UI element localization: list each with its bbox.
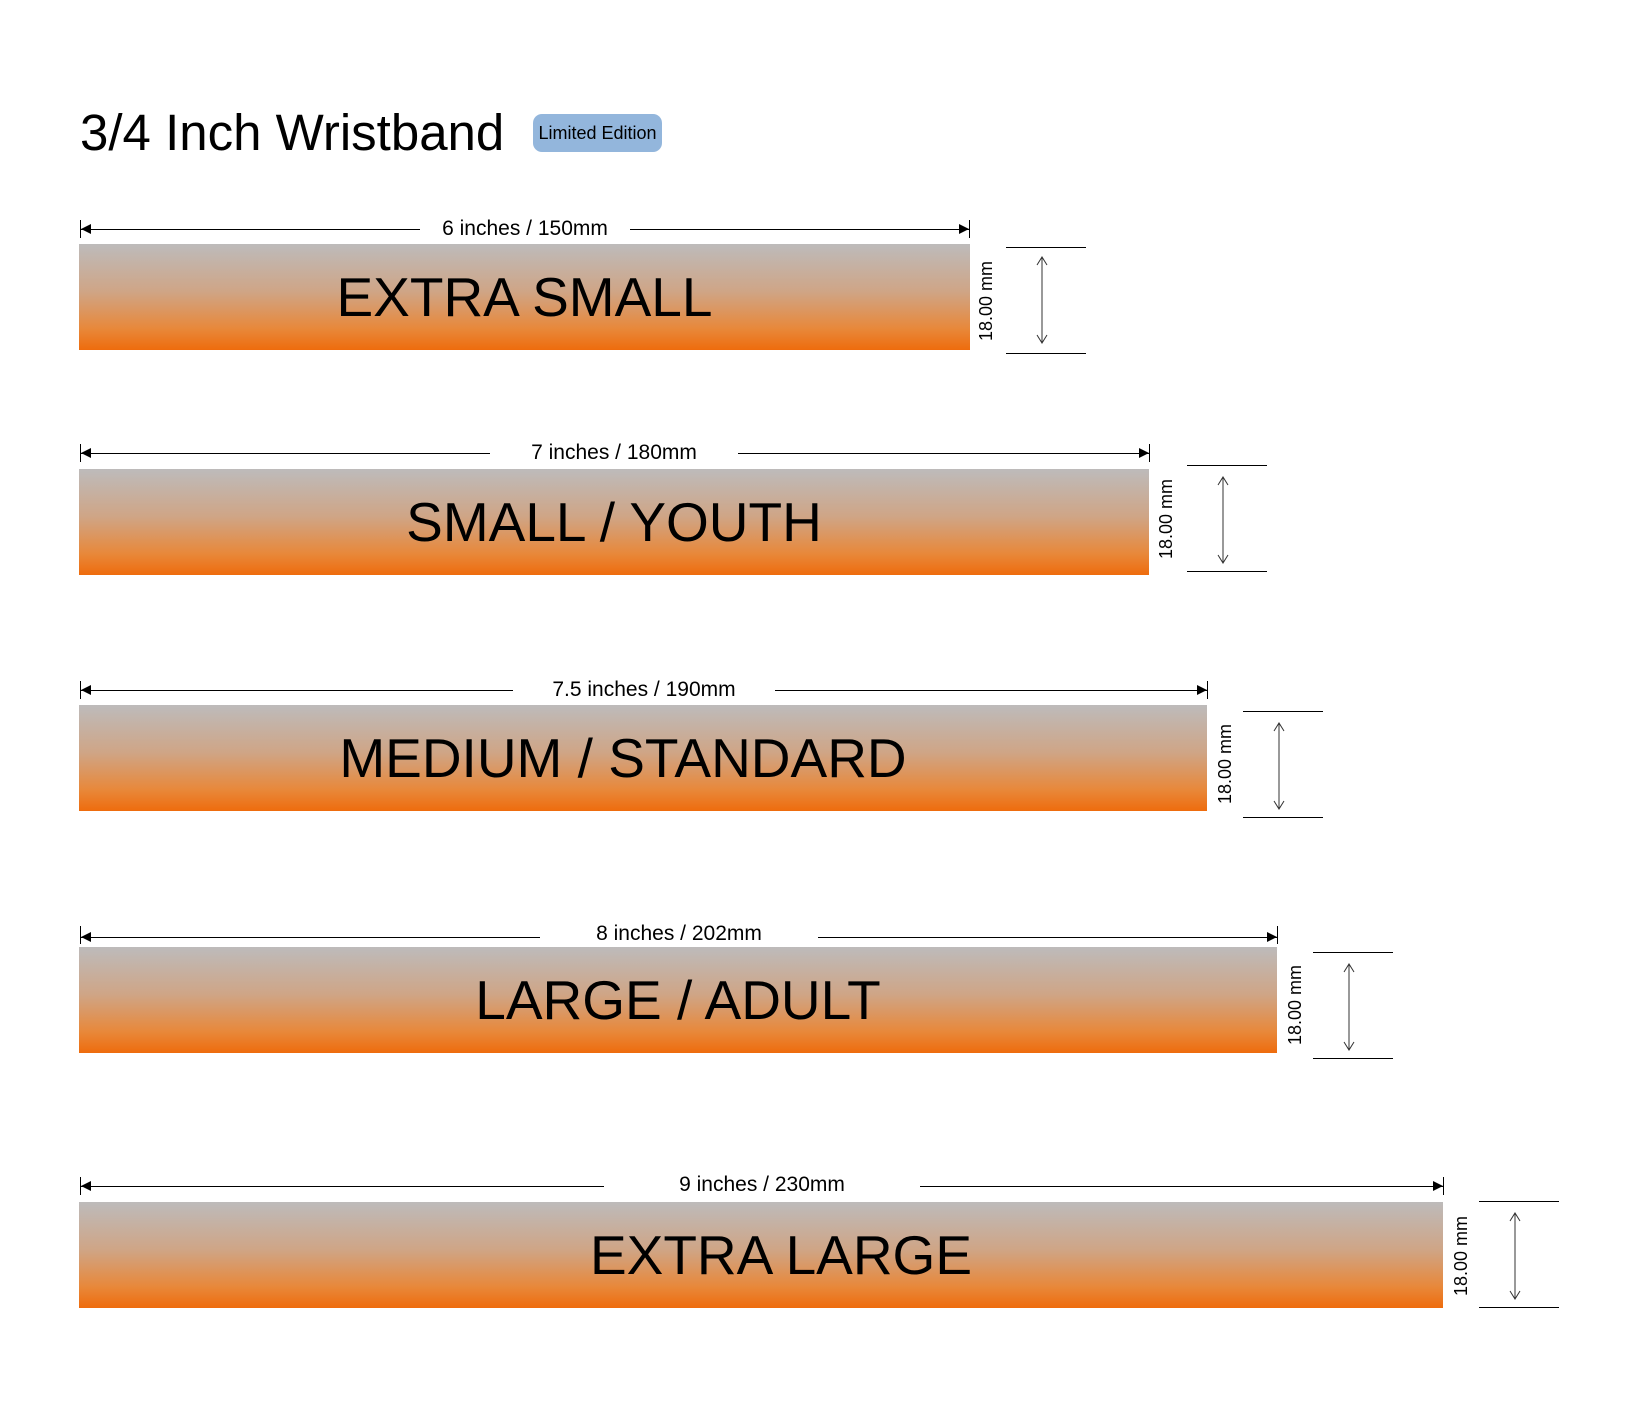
arrow-right-icon: [1267, 932, 1277, 942]
height-arrow-icon: [1217, 476, 1229, 564]
arrow-right-icon: [959, 224, 969, 234]
width-label: 8 inches / 202mm: [540, 922, 818, 946]
width-label: 7 inches / 180mm: [490, 441, 738, 465]
dimension-tick-right: [969, 220, 970, 238]
height-guide-top: [1313, 952, 1393, 953]
arrow-left-icon: [81, 932, 91, 942]
width-label: 7.5 inches / 190mm: [513, 678, 775, 702]
arrow-left-icon: [81, 448, 91, 458]
height-guide-top: [1479, 1201, 1559, 1202]
arrow-right-icon: [1433, 1181, 1443, 1191]
height-guide-top: [1006, 247, 1086, 248]
height-label: 18.00 mm: [1156, 478, 1176, 560]
height-guide-bottom: [1187, 571, 1267, 572]
height-label: 18.00 mm: [1215, 723, 1235, 805]
height-guide-top: [1187, 465, 1267, 466]
dimension-tick-right: [1443, 1177, 1444, 1195]
wristband-bar: LARGE / ADULT: [79, 947, 1277, 1053]
wristband-bar: EXTRA LARGE: [79, 1202, 1443, 1308]
height-guide-bottom: [1479, 1307, 1559, 1308]
wristband-bar: MEDIUM / STANDARD: [79, 705, 1207, 811]
band-size-label: EXTRA SMALL: [336, 266, 713, 328]
height-guide-bottom: [1313, 1058, 1393, 1059]
height-arrow-icon: [1509, 1212, 1521, 1300]
dimension-tick-left: [80, 926, 81, 944]
height-label: 18.00 mm: [976, 260, 996, 342]
arrow-left-icon: [81, 224, 91, 234]
arrow-left-icon: [81, 1181, 91, 1191]
band-size-label: MEDIUM / STANDARD: [339, 727, 907, 789]
dimension-tick-left: [80, 681, 81, 699]
width-label: 6 inches / 150mm: [420, 217, 630, 241]
height-label: 18.00 mm: [1285, 964, 1305, 1046]
arrow-right-icon: [1139, 448, 1149, 458]
dimension-tick-left: [80, 444, 81, 462]
band-size-label: LARGE / ADULT: [475, 969, 881, 1031]
dimension-tick-right: [1149, 444, 1150, 462]
height-arrow-icon: [1036, 256, 1048, 344]
band-size-label: SMALL / YOUTH: [406, 491, 822, 553]
wristband-bar: EXTRA SMALL: [79, 244, 970, 350]
dimension-tick-left: [80, 1177, 81, 1195]
band-size-label: EXTRA LARGE: [589, 1224, 973, 1286]
arrow-left-icon: [81, 685, 91, 695]
height-guide-bottom: [1243, 817, 1323, 818]
arrow-right-icon: [1197, 685, 1207, 695]
dimension-tick-right: [1207, 681, 1208, 699]
dimension-tick-left: [80, 220, 81, 238]
wristband-bar: SMALL / YOUTH: [79, 469, 1149, 575]
height-guide-top: [1243, 711, 1323, 712]
height-arrow-icon: [1343, 963, 1355, 1051]
height-arrow-icon: [1273, 722, 1285, 810]
limited-edition-badge: Limited Edition: [533, 114, 662, 152]
width-label: 9 inches / 230mm: [604, 1173, 920, 1197]
height-label: 18.00 mm: [1451, 1215, 1471, 1297]
page-title: 3/4 Inch Wristband: [80, 104, 505, 161]
dimension-tick-right: [1277, 926, 1278, 944]
height-guide-bottom: [1006, 353, 1086, 354]
